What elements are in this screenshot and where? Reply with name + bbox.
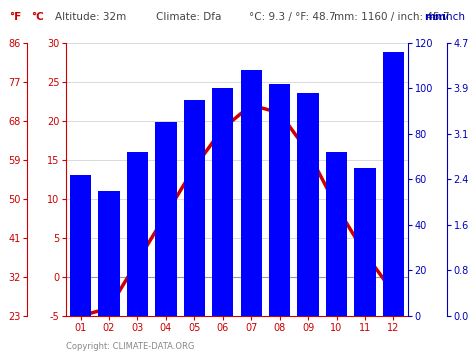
Bar (212, 88, 233, 316)
Bar (354, 168, 375, 316)
Bar (383, 52, 404, 316)
Text: inch: inch (443, 12, 465, 22)
Bar (184, 99, 205, 316)
Text: °C: 9.3 / °F: 48.7: °C: 9.3 / °F: 48.7 (249, 12, 336, 22)
Text: Altitude: 32m: Altitude: 32m (55, 12, 126, 22)
Bar (70, 175, 91, 316)
Bar (326, 152, 347, 316)
Bar (98, 191, 119, 316)
Bar (127, 152, 148, 316)
Text: °F: °F (9, 12, 22, 22)
Bar (155, 122, 176, 316)
Bar (240, 70, 262, 316)
Text: mm: mm (424, 12, 446, 22)
Text: Copyright: CLIMATE-DATA.ORG: Copyright: CLIMATE-DATA.ORG (66, 343, 195, 351)
Text: °C: °C (31, 12, 44, 22)
Text: mm: 1160 / inch: 45.7: mm: 1160 / inch: 45.7 (334, 12, 450, 22)
Bar (298, 93, 319, 316)
Text: Climate: Dfa: Climate: Dfa (156, 12, 222, 22)
Bar (269, 84, 290, 316)
